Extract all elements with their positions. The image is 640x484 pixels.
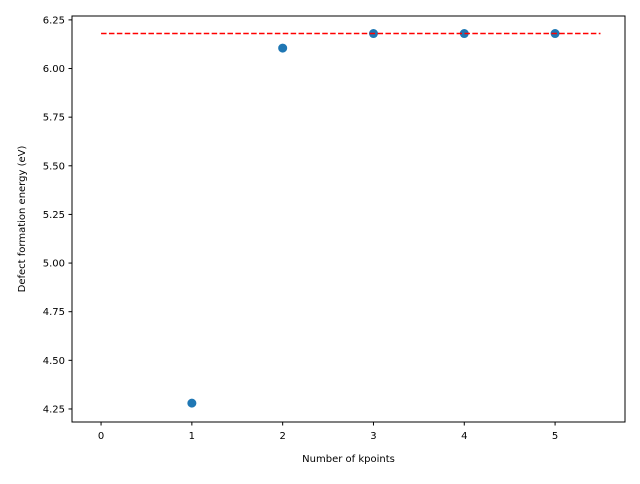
data-point xyxy=(187,398,197,408)
x-tick-label: 0 xyxy=(98,431,104,442)
y-tick-label: 5.75 xyxy=(43,113,65,124)
x-tick-label: 5 xyxy=(552,431,558,442)
axes-frame xyxy=(71,15,626,423)
y-tick-label: 6.25 xyxy=(43,15,65,26)
y-tick-label: 6.00 xyxy=(43,64,65,75)
y-tick-label: 4.25 xyxy=(43,404,65,415)
y-tick-label: 5.00 xyxy=(43,259,65,270)
data-point xyxy=(278,43,288,53)
axis-ticks: 0 1 2 3 4 5 4.25 4.50 4.75 5.00 5.25 5.50 5.75 6.00 6.… xyxy=(43,15,559,442)
y-axis-label: Defect formation energy (eV) xyxy=(17,146,28,293)
x-axis-label: Number of kpoints xyxy=(302,454,395,465)
data-point xyxy=(459,29,469,39)
plot-marks xyxy=(101,29,601,408)
x-tick-label: 1 xyxy=(189,431,195,442)
x-tick-label: 2 xyxy=(279,431,285,442)
x-tick-label: 4 xyxy=(461,431,467,442)
x-tick-label: 3 xyxy=(370,431,376,442)
y-tick-label: 5.50 xyxy=(43,161,65,172)
y-tick-label: 4.75 xyxy=(43,307,65,318)
y-tick-label: 5.25 xyxy=(43,210,65,221)
y-tick-label: 4.50 xyxy=(43,356,65,367)
